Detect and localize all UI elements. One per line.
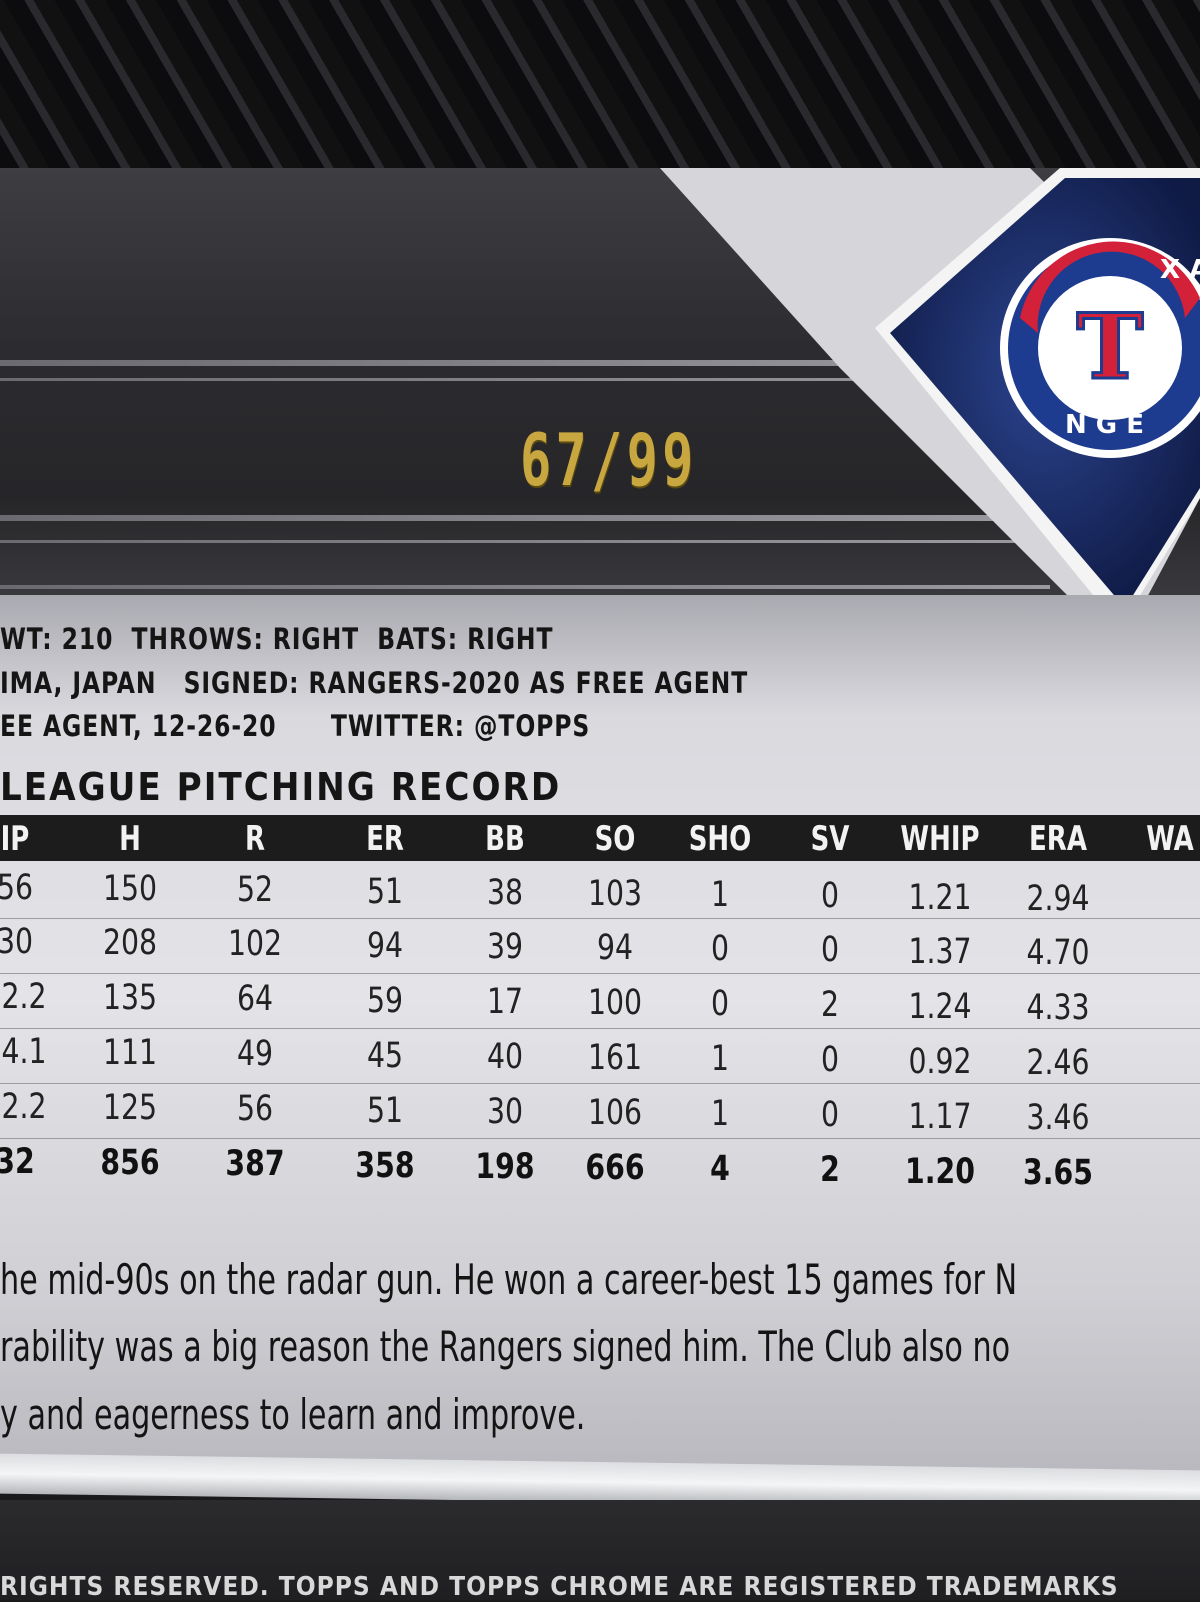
table-cell: 150 [102,869,158,910]
row-divider [0,1028,1200,1029]
column-header-whip: WHIP [900,819,980,859]
texas-rangers-logo-icon: T X A N G E [1000,238,1200,458]
table-cell: 1.17 [908,1096,972,1137]
table-cell: 39 [486,926,524,967]
totals-cell: 856 [100,1143,160,1184]
table-cell: 2.46 [1026,1042,1090,1083]
bio-line: rability was a big reason the Rangers si… [0,1322,1011,1371]
column-header-bb: BB [485,819,525,859]
table-cell: 32.2 [0,1087,47,1127]
column-header-h: H [119,819,141,859]
totals-cell: 4 [710,1149,730,1190]
table-cell: 30 [486,1091,524,1132]
team-logo-diamond: T X A N G E [660,168,1200,648]
totals-cell: 666 [585,1148,645,1188]
column-header-so: SO [594,819,636,859]
table-cell: 106 [587,1093,643,1133]
table-cell: 2 [820,985,840,1026]
table-cell: 0 [820,876,840,917]
table-cell: 1.21 [908,877,972,918]
table-cell: 94 [596,928,634,968]
svg-text:N G E: N G E [1065,410,1144,440]
info-line-twitter: EE AGENT, 12-26-20 TWITTER: @TOPPS [0,709,591,743]
table-cell: 49 [236,1034,274,1075]
divider-stripe [0,515,1050,521]
table-cell: 161 [587,1038,643,1078]
totals-cell: 3.65 [1023,1152,1093,1193]
column-header-r: R [244,819,266,859]
table-cell: 4.33 [1026,987,1090,1028]
bio-line: y and eagerness to learn and improve. [0,1390,586,1439]
table-cell: 1 [710,1039,730,1080]
table-cell: 1 [710,875,730,916]
divider-stripe [0,360,1050,366]
table-cell: 45 [366,1035,404,1076]
column-header-ip: IP [0,819,30,859]
table-cell: 0 [820,1040,840,1081]
totals-cell: 387 [225,1144,285,1185]
column-header-sho: SHO [688,819,752,859]
row-divider [0,973,1200,974]
totals-cell: 32 [0,1142,35,1182]
table-cell: 135 [102,978,158,1019]
column-header-er: ER [366,819,404,859]
column-header-sv: SV [810,819,850,859]
totals-cell: 1.20 [905,1151,975,1192]
svg-text:X A: X A [1160,255,1200,285]
table-cell: 125 [102,1088,158,1129]
card-footer-band [0,1500,1200,1600]
table-cell: 40 [486,1036,524,1077]
table-cell: 100 [587,983,643,1023]
row-divider [0,1083,1200,1084]
table-cell: 59 [366,980,404,1021]
table-cell: 51 [366,1090,404,1131]
table-cell: 56 [0,868,34,908]
table-cell: 1 [710,1094,730,1135]
table-cell: 1.37 [908,931,972,972]
table-cell: 38 [486,872,524,913]
legal-text: RIGHTS RESERVED. TOPPS AND TOPPS CHROME … [0,1572,1119,1602]
table-cell: 0 [820,1095,840,1136]
table-cell: 56 [236,1089,274,1130]
table-cell: 111 [102,1033,158,1074]
table-cell: 30 [0,922,34,962]
table-cell: 51 [366,871,404,912]
table-cell: 0 [820,930,840,971]
table-cell: 103 [587,874,643,914]
row-divider [0,1138,1200,1139]
card-body [0,595,1200,1475]
table-cell: 1.24 [908,986,972,1027]
svg-text:T: T [1077,294,1144,400]
stats-table-header [0,815,1200,861]
record-title: LEAGUE PITCHING RECORD [0,765,562,809]
totals-cell: 358 [355,1145,415,1186]
table-cell: 2.94 [1026,878,1090,919]
bio-line: he mid-90s on the radar gun. He won a ca… [0,1255,1018,1304]
table-cell: 3.46 [1026,1097,1090,1138]
table-cell: 94 [366,925,404,966]
table-cell: 0 [710,984,730,1025]
table-cell: 0 [710,929,730,970]
column-header-era: ERA [1029,819,1087,859]
divider-stripe [0,585,1050,589]
row-divider [0,918,1200,919]
info-line-signed: IMA, JAPAN SIGNED: RANGERS-2020 AS FREE … [0,666,749,700]
divider-stripe [0,540,1050,543]
table-cell: 208 [102,923,158,964]
table-cell: 22.2 [0,977,47,1017]
table-cell: 17 [486,981,524,1022]
info-line-physical: WT: 210 THROWS: RIGHT BATS: RIGHT [0,622,554,656]
serial-number: 67/99 [520,418,698,502]
divider-stripe [0,378,1050,381]
totals-cell: 198 [475,1146,535,1187]
table-cell: 64.1 [0,1032,47,1072]
table-cell: 0.92 [908,1041,972,1082]
table-cell: 64 [236,979,274,1020]
table-cell: 52 [236,870,274,911]
table-cell: 4.70 [1026,932,1090,973]
table-cell: 102 [227,924,283,965]
column-header-wa: WA [1146,819,1194,859]
totals-cell: 2 [820,1150,840,1191]
fabric-background [0,0,1200,170]
